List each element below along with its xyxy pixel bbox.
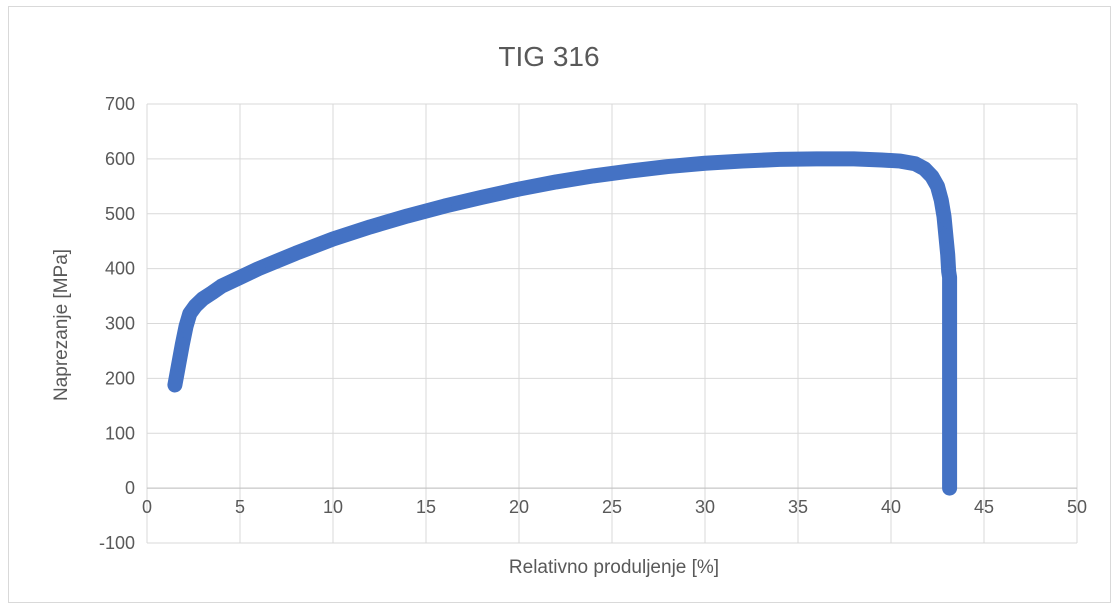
- data-point: [326, 231, 340, 246]
- data-point: [846, 151, 861, 166]
- x-axis-label: Relativno produljenje [%]: [509, 557, 719, 578]
- chart-frame: 0 5 10 15 20 25 30 35 40 45 50 -100 0 100 200 300 400 500…: [8, 6, 1111, 603]
- chart-title: TIG 316: [498, 41, 599, 72]
- data-point: [893, 154, 908, 169]
- data-point: [698, 156, 712, 171]
- x-tick-label: 20: [509, 497, 529, 517]
- data-point: [549, 174, 564, 189]
- data-point: [179, 319, 194, 334]
- data-point: [942, 481, 957, 496]
- data-point: [660, 159, 675, 174]
- data-point: [942, 285, 957, 300]
- data-point: [437, 199, 452, 214]
- data-point: [942, 441, 957, 456]
- chart-svg: 0 5 10 15 20 25 30 35 40 45 50 -100 0 100 200 300 400 500…: [51, 41, 1087, 578]
- data-point: [400, 208, 415, 223]
- axis-layer: 0 5 10 15 20 25 30 35 40 45 50 -100 0 100 200 300 400 500…: [99, 94, 1087, 553]
- data-point: [586, 168, 601, 183]
- data-point: [307, 239, 322, 254]
- data-point: [474, 190, 489, 205]
- data-point: [363, 219, 378, 234]
- data-point: [772, 152, 787, 167]
- data-point: [512, 182, 526, 197]
- data-point: [942, 270, 957, 285]
- data-point: [251, 261, 266, 276]
- data-point: [270, 253, 285, 268]
- y-tick-label: 100: [105, 423, 135, 443]
- data-point: [735, 154, 750, 169]
- series-layer: [167, 151, 958, 496]
- x-tick-label: 30: [695, 497, 715, 517]
- x-tick-label: 5: [235, 497, 245, 517]
- data-point: [171, 357, 186, 372]
- x-tick-label: 40: [881, 497, 901, 517]
- y-tick-label: 200: [105, 368, 135, 388]
- data-point: [942, 390, 957, 405]
- x-tick-label: 15: [416, 497, 436, 517]
- x-tick-label: 25: [602, 497, 622, 517]
- x-tick-label: 35: [788, 497, 808, 517]
- y-tick-label: 0: [125, 478, 135, 498]
- y-tick-label: 400: [105, 259, 135, 279]
- y-axis-label: Naprezanje [MPa]: [51, 249, 72, 401]
- x-tick-label: 0: [142, 497, 152, 517]
- y-tick-label: 600: [105, 149, 135, 169]
- data-point: [175, 337, 190, 352]
- data-point: [874, 152, 889, 167]
- data-point: [937, 209, 952, 224]
- y-tick-label: 500: [105, 204, 135, 224]
- y-tick-label: 700: [105, 94, 135, 114]
- data-point: [934, 193, 949, 208]
- data-point: [938, 228, 953, 243]
- data-point: [214, 279, 229, 294]
- y-tick-label: -100: [99, 533, 135, 553]
- data-point: [809, 151, 824, 166]
- x-tick-label: 50: [1067, 497, 1087, 517]
- data-point: [167, 377, 182, 392]
- data-point: [288, 246, 303, 261]
- x-tick-label: 10: [323, 497, 343, 517]
- data-point: [942, 337, 957, 352]
- data-point: [233, 270, 247, 285]
- data-point: [930, 179, 945, 194]
- y-tick-label: 300: [105, 314, 135, 334]
- data-point: [940, 247, 955, 262]
- x-tick-label: 45: [974, 497, 994, 517]
- data-point: [623, 163, 638, 178]
